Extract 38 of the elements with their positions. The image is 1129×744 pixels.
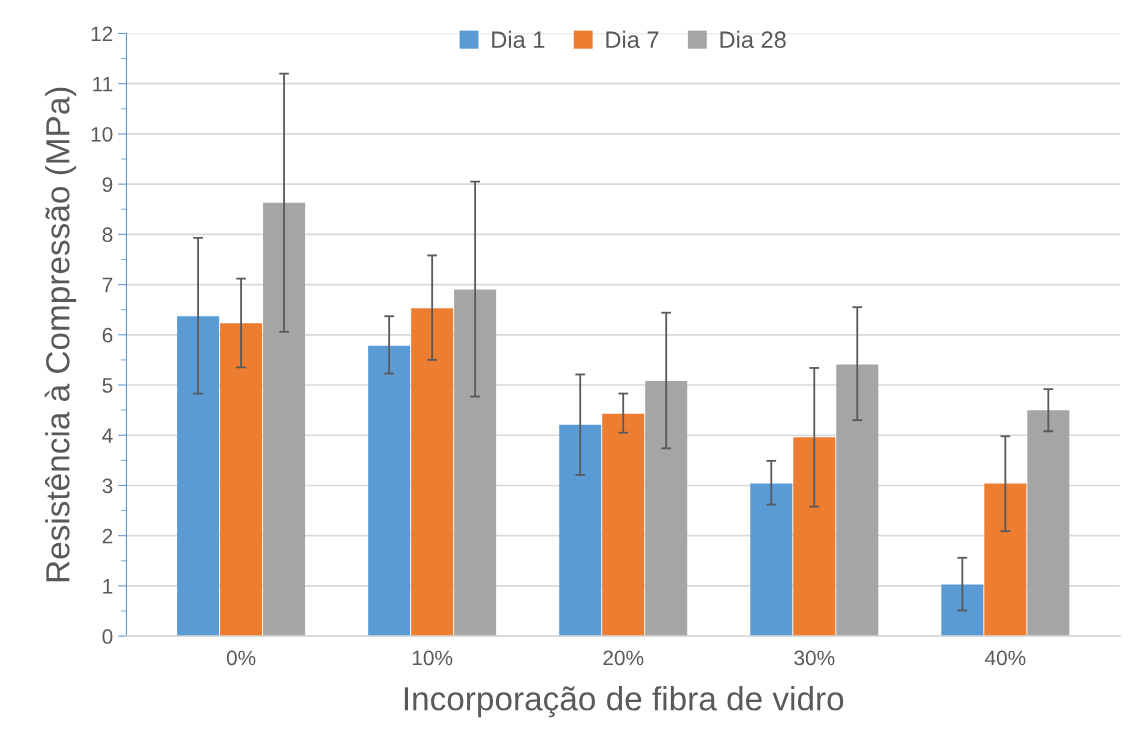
bar [368, 345, 411, 637]
x-tick-label: 30% [794, 650, 835, 666]
y-tick-label: 11 [93, 76, 113, 92]
bar [263, 202, 306, 637]
y-tick-label: 6 [102, 327, 113, 343]
legend-label: Dia 1 [492, 30, 545, 49]
y-axis-title: Resistência à Compressão (MPa) [44, 87, 77, 582]
y-tick-label: 12 [91, 26, 113, 42]
bar [941, 584, 984, 637]
y-tick-label: 8 [102, 227, 113, 243]
bar [836, 364, 879, 637]
bar [411, 308, 454, 637]
y-tick-label: 3 [102, 478, 113, 494]
bar [750, 483, 793, 637]
x-axis-title: Incorporação de fibra de vidro [404, 686, 844, 718]
y-tick-label: 10 [91, 126, 113, 142]
y-tick-label: 4 [102, 428, 113, 443]
bar [177, 316, 220, 637]
x-tick-label: 10% [412, 650, 453, 666]
bar [984, 483, 1027, 637]
y-tick-label: 0 [102, 629, 113, 644]
bar [793, 437, 836, 637]
y-tick-label: 9 [102, 177, 113, 192]
bar [559, 424, 602, 637]
y-tick-label: 7 [102, 277, 113, 293]
x-tick-label: 0% [226, 650, 256, 666]
bar [645, 381, 688, 637]
bar [602, 413, 645, 637]
y-tick-label: 1 [103, 579, 113, 594]
y-tick-label: 5 [102, 378, 113, 393]
x-tick-label: 40% [984, 650, 1026, 666]
legend-label: Dia 7 [606, 30, 659, 49]
bar [220, 323, 263, 637]
bar [1027, 410, 1070, 637]
bar [454, 289, 497, 637]
legend-label: Dia 28 [720, 30, 786, 49]
x-tick-label: 20% [603, 650, 644, 666]
y-tick-label: 2 [102, 528, 113, 544]
